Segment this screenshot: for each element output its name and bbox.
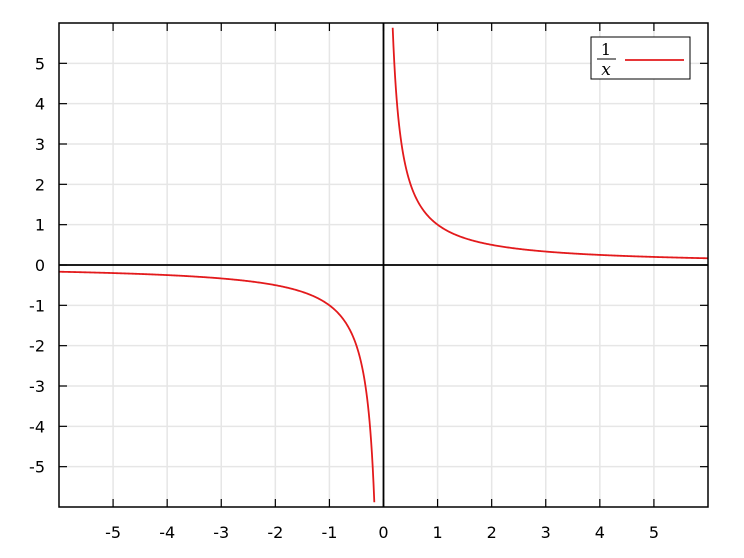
x-tick-label: 2: [487, 523, 497, 542]
tick-marks: [59, 23, 708, 507]
series-line-segment-negative: [59, 270, 376, 503]
x-tick-label: -2: [267, 523, 283, 542]
y-tick-label: -3: [29, 377, 45, 396]
y-tick-label: -2: [29, 337, 45, 356]
legend-box: [590, 36, 691, 80]
legend-numerator: 1: [601, 40, 611, 59]
x-tick-label: 0: [378, 523, 388, 542]
series-line-segment-positive: [391, 27, 708, 260]
x-tick-label: 3: [541, 523, 551, 542]
x-tick-labels: -5 -4 -3 -2 -1 0 1 2 3 4 5: [105, 523, 659, 542]
legend-denominator: x: [601, 60, 611, 80]
x-tick-label: -4: [159, 523, 175, 542]
curve-group: [59, 27, 708, 503]
y-tick-label: 1: [35, 216, 45, 235]
y-tick-labels: -5 -4 -3 -2 -1 0 1 2 3 4 5: [29, 54, 45, 476]
x-tick-label: 1: [432, 523, 442, 542]
y-tick-label: 2: [35, 175, 45, 194]
y-tick-label: -1: [29, 296, 45, 315]
x-tick-label: -3: [213, 523, 229, 542]
y-tick-label: -4: [29, 417, 45, 436]
zero-axes: [59, 23, 708, 507]
y-tick-label: 3: [35, 135, 45, 154]
y-tick-label: 0: [35, 256, 45, 275]
x-tick-label: -5: [105, 523, 121, 542]
x-tick-label: 5: [649, 523, 659, 542]
y-tick-label: -5: [29, 458, 45, 477]
legend: 1 x: [590, 36, 691, 80]
x-tick-label: 4: [595, 523, 605, 542]
y-tick-label: 5: [35, 54, 45, 73]
y-tick-label: 4: [35, 95, 45, 114]
x-tick-label: -1: [321, 523, 337, 542]
